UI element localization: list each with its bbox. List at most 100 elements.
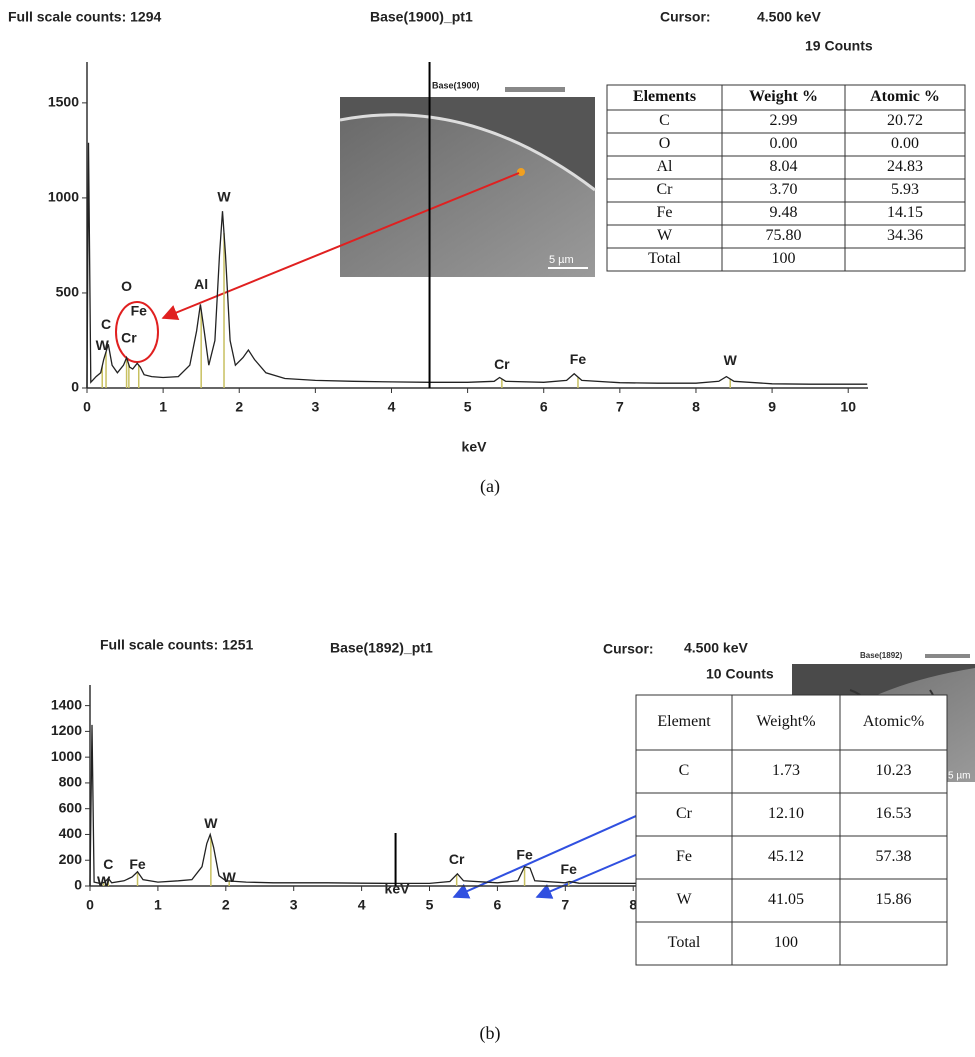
y-tick-label: 800 — [59, 774, 83, 790]
table-cell: Cr — [657, 181, 674, 198]
table-cell: 10.23 — [876, 762, 912, 779]
micrograph-title: Base(1892) — [860, 651, 903, 660]
table-cell: Fe — [657, 204, 673, 221]
y-tick-label: 1400 — [51, 696, 82, 712]
peak-label: Cr — [121, 329, 137, 345]
table-cell: C — [679, 762, 690, 779]
peak-label: W — [204, 815, 218, 831]
arrow — [161, 172, 520, 320]
peak-label: W — [97, 873, 111, 889]
table-cell: 9.48 — [770, 204, 798, 221]
x-tick-label: 5 — [426, 897, 434, 913]
spectrum-line — [86, 142, 868, 389]
full-scale-label: Full scale counts: 1294 — [8, 9, 161, 25]
table-cell: 100 — [772, 250, 796, 267]
sem-point — [517, 168, 525, 176]
table-cell: 8.04 — [770, 158, 798, 175]
cursor-counts: 10 Counts — [706, 666, 774, 682]
x-tick-label: 3 — [311, 399, 319, 415]
spectrum-title: Base(1900)_pt1 — [370, 9, 473, 25]
y-tick-label: 1500 — [48, 94, 79, 110]
micrograph-title: Base(1900) — [432, 80, 480, 90]
x-tick-label: 1 — [154, 897, 162, 913]
peak-label: Fe — [570, 351, 587, 367]
table-cell: 100 — [774, 934, 798, 951]
y-tick-label: 500 — [56, 284, 80, 300]
table-frame — [606, 84, 966, 272]
table-cell: Al — [657, 158, 674, 175]
y-tick-label: 600 — [59, 799, 83, 815]
colorbar — [505, 87, 565, 92]
cursor-label: Cursor: — [660, 9, 711, 25]
x-tick-label: 0 — [83, 399, 91, 415]
peak-label: Fe — [129, 856, 146, 872]
x-tick-label: 2 — [222, 897, 230, 913]
y-tick-label: 1000 — [51, 748, 82, 764]
caption: (b) — [480, 1023, 501, 1044]
sem-edge — [339, 113, 596, 192]
cursor-counts: 19 Counts — [805, 38, 873, 54]
table-cell: 20.72 — [887, 112, 923, 129]
table-cell: W — [657, 227, 673, 244]
scale-label: 5 µm — [948, 771, 970, 782]
peak-label: W — [724, 352, 738, 368]
table-cell: 0.00 — [770, 135, 798, 152]
full-scale-label: Full scale counts: 1251 — [100, 637, 253, 653]
peak-label: C — [103, 856, 113, 872]
table-cell: 16.53 — [876, 805, 912, 822]
table-cell: Cr — [676, 805, 693, 822]
table-cell: 41.05 — [768, 891, 804, 908]
x-tick-label: 4 — [358, 897, 366, 913]
table-cell: Total — [668, 934, 701, 951]
x-tick-label: 3 — [290, 897, 298, 913]
table-cell: 45.12 — [768, 848, 804, 865]
peak-label: Al — [194, 276, 208, 292]
highlight-ellipse — [115, 301, 159, 363]
peak-label: Cr — [494, 356, 510, 372]
y-tick-label: 400 — [59, 825, 83, 841]
table-cell: 34.36 — [887, 227, 923, 244]
table-cell: W — [676, 891, 692, 908]
y-tick-label: 200 — [59, 851, 83, 867]
table-cell: 12.10 — [768, 805, 804, 822]
x-tick-label: 2 — [235, 399, 243, 415]
x-tick-label: 8 — [629, 897, 637, 913]
x-tick-label: 4 — [388, 399, 396, 415]
cursor-label: Cursor: — [603, 641, 654, 657]
peak-label: Fe — [131, 303, 148, 319]
table-cell: Total — [648, 250, 681, 267]
peak-label: W — [223, 869, 237, 885]
table-header: Weight % — [749, 88, 818, 105]
table-cell: C — [659, 112, 670, 129]
table-cell: 0.00 — [891, 135, 919, 152]
peak-label: O — [121, 278, 132, 294]
x-tick-label: 0 — [86, 897, 94, 913]
table-header: Weight% — [756, 713, 815, 730]
table-cell: Fe — [676, 848, 692, 865]
micrograph-a: Base(1900) 5 µm — [339, 80, 596, 278]
colorbar — [925, 654, 970, 658]
peak-label: W — [217, 189, 231, 205]
table-frame — [635, 694, 948, 966]
y-tick-label: 1000 — [48, 189, 79, 205]
spectrum-title: Base(1892)_pt1 — [330, 640, 433, 656]
y-tick-label: 1200 — [51, 722, 82, 738]
table-cell: 1.73 — [772, 762, 800, 779]
x-tick-label: 10 — [840, 399, 856, 415]
table-cell: 2.99 — [770, 112, 798, 129]
table-cell: 14.15 — [887, 204, 923, 221]
x-tick-label: 5 — [464, 399, 472, 415]
peak-label: Fe — [561, 861, 578, 877]
table-cell: 24.83 — [887, 158, 923, 175]
x-tick-label: 7 — [616, 399, 624, 415]
table-cell: 57.38 — [876, 848, 912, 865]
scale-label: 5 µm — [549, 254, 574, 266]
sem-particle — [340, 114, 595, 278]
table-cell: 15.86 — [876, 891, 912, 908]
cursor-value: 4.500 keV — [684, 640, 748, 656]
x-tick-label: 7 — [561, 897, 569, 913]
x-tick-label: 8 — [692, 399, 700, 415]
y-tick-label: 0 — [74, 877, 82, 893]
x-tick-label: 6 — [494, 897, 502, 913]
